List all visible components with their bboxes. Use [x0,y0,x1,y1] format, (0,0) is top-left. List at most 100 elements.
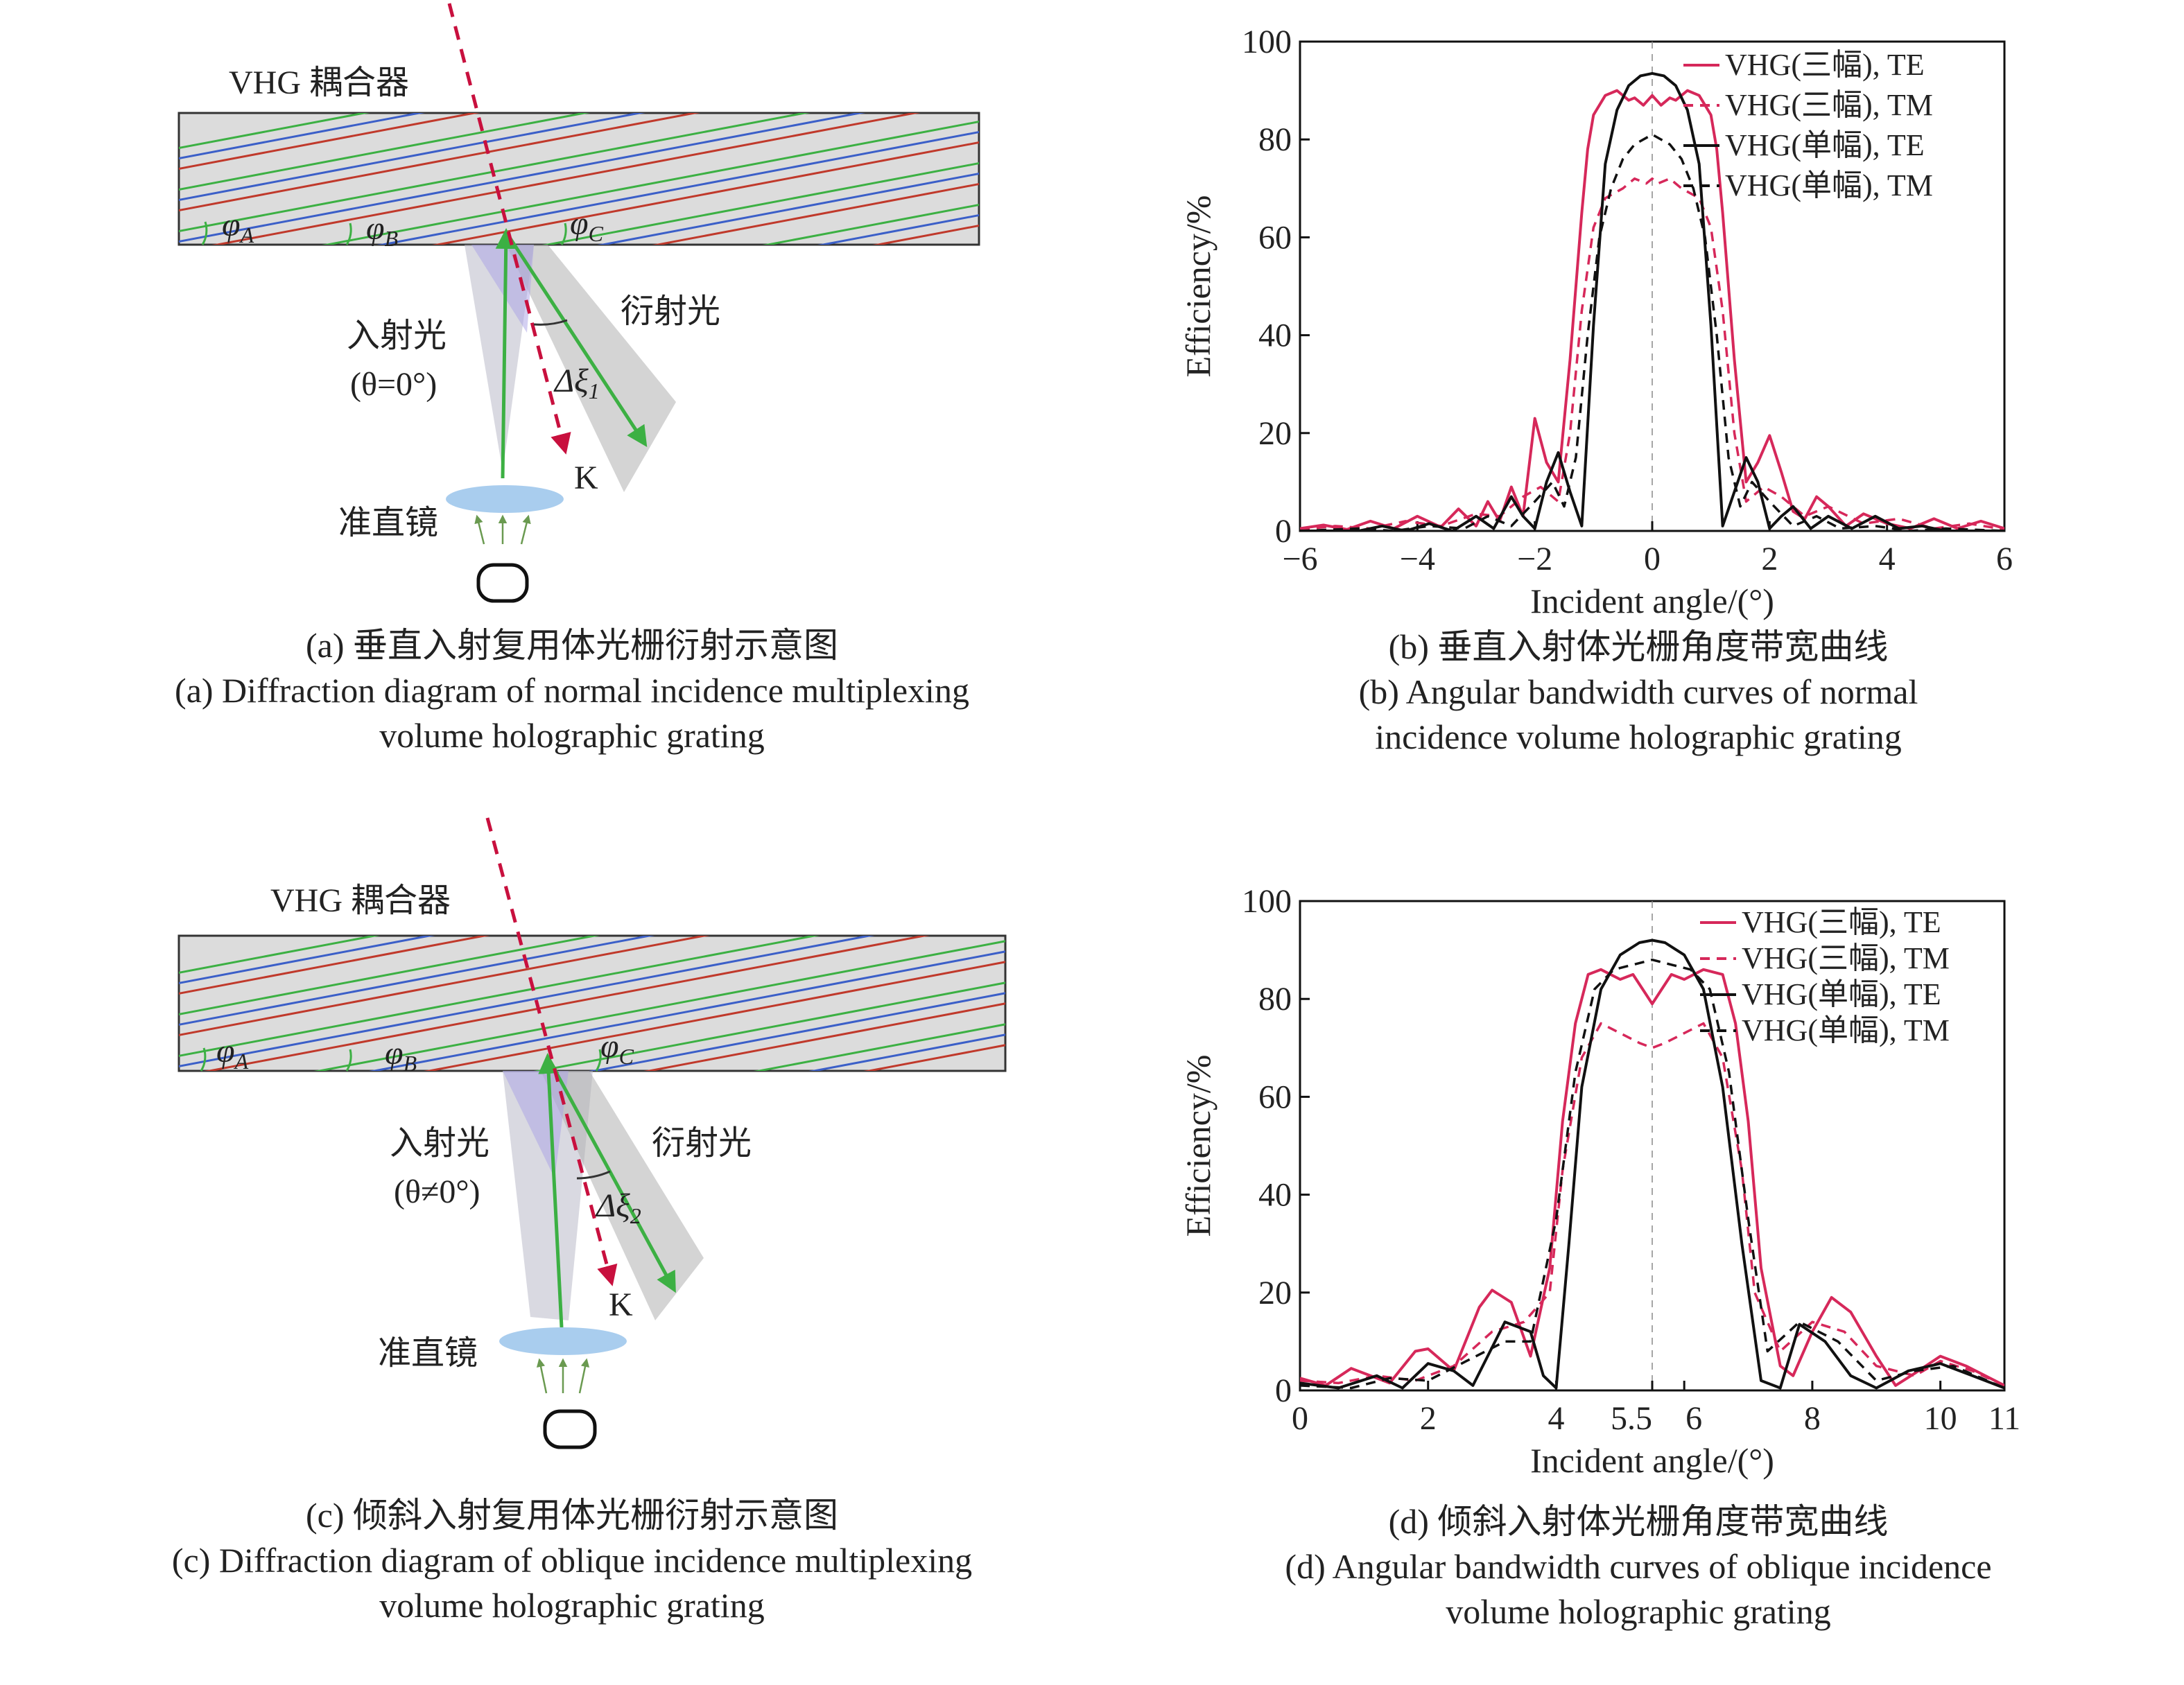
series-group [1300,71,2004,531]
chart-caption: (d) Angular bandwidth curves of oblique … [1285,1547,1991,1586]
x-tick-label: 4 [1879,541,1896,577]
grating-fringes [179,936,1005,1071]
x-tick-label: 8 [1804,1400,1821,1437]
series-line-2 [1300,1022,2004,1387]
legend-entry: VHG(三幅), TE [1742,905,1941,939]
k-label: K [574,460,598,496]
y-tick-label: 100 [1242,883,1292,920]
light-source [543,1409,597,1449]
x-tick-label: 4 [1548,1400,1564,1437]
x-tick-label: −4 [1400,541,1435,577]
y-tick-label: 0 [1275,513,1292,550]
x-axis-label: Incident angle/(°) [1530,582,1774,620]
series-line-3 [1300,71,2004,531]
caption-a-en-1: (a) Diffraction diagram of normal incide… [175,671,969,710]
x-tick-label: 11 [1988,1400,2020,1437]
diffracted-ray [546,1056,676,1293]
legend-entry: VHG(单幅), TE [1742,977,1941,1011]
caption-c-en-2: volume holographic grating [379,1586,764,1625]
x-tick-label: −6 [1282,541,1317,577]
legend-entry: VHG(三幅), TE [1725,48,1925,82]
chart-caption: (d) 倾斜入射体光栅角度带宽曲线 [1389,1502,1889,1541]
chart-caption: volume holographic grating [1446,1592,1830,1631]
series-line-4 [1300,958,2004,1390]
incident-label: 入射光 [347,317,447,354]
light-source [476,563,529,603]
x-tick-label: 0 [1292,1400,1308,1437]
angle-arc [560,222,567,245]
series-group [1300,938,2004,1390]
phi-b-label: φB [385,1035,417,1076]
diffracted-ray [504,231,648,448]
k-vector [485,817,618,1286]
incident-label: 入射光 [390,1125,489,1162]
caption-c-en-1: (c) Diffraction diagram of oblique incid… [172,1541,972,1580]
y-tick-label: 20 [1258,1275,1292,1311]
source-ray [474,514,485,545]
lens [499,1327,627,1355]
x-tick-label: 6 [1996,541,2013,577]
coupler-block [177,934,1007,1072]
source-ray [536,1358,548,1394]
x-axis-label: Incident angle/(°) [1530,1441,1774,1480]
x-tick-label: 10 [1924,1400,1957,1437]
grating-fringes [179,113,979,245]
legend-entry: VHG(单幅), TM [1725,168,1933,202]
diffracted-label: 衍射光 [621,293,720,330]
incident-angle-label: (θ≠0°) [394,1173,480,1210]
series-line-2 [1300,177,2004,531]
incident-angle-label: (θ=0°) [350,366,437,403]
phi-a-label: φA [222,207,254,247]
series-line-3 [1300,938,2004,1390]
y-tick-label: 40 [1258,317,1292,354]
chart-caption: incidence volume holographic grating [1375,717,1901,756]
y-tick-label: 80 [1258,981,1292,1018]
x-tick-label: 2 [1420,1400,1437,1437]
x-tick-label: −2 [1517,541,1552,577]
phi-c-label: φC [570,205,604,246]
angle-arc [595,1049,602,1072]
y-tick-label: 60 [1258,219,1292,256]
x-tick-label: 6 [1685,1400,1702,1437]
y-axis-label: Efficiency/% [1179,1055,1217,1237]
legend-entry: VHG(单幅), TE [1725,128,1925,162]
x-tick-label: 0 [1644,541,1661,577]
chart-b: 0 20 40 60 80 100 −6 −4 −2 0 2 4 6 Incident angle/(°)… [1179,24,2013,756]
caption-a-en-2: volume holographic grating [379,716,764,755]
caption-a-cn: (a) 垂直入射复用体光栅衍射示意图 [306,626,838,665]
phi-c-label: φC [600,1028,634,1069]
diffracted-beam-cone [506,245,676,492]
delta-arc [576,1170,611,1180]
y-tick-label: 40 [1258,1177,1292,1214]
angle-arc [345,222,352,245]
angle-arc [200,1047,207,1072]
k-vector [447,3,571,455]
phi-a-label: φA [216,1033,249,1074]
source-ray [520,514,531,545]
diagram-c: VHG 耦合器 [172,817,1007,1625]
delta-label: Δξ2 [595,1187,641,1228]
k-label: K [609,1286,633,1323]
diffracted-label: 衍射光 [652,1125,752,1162]
delta-label: Δξ1 [553,363,600,403]
angle-arc [201,221,208,245]
phi-b-label: φB [366,210,398,251]
incident-ray [495,228,517,479]
caption-c-cn: (c) 倾斜入射复用体光栅衍射示意图 [306,1496,838,1535]
y-tick-label: 80 [1258,121,1292,158]
x-tick-label: 2 [1761,541,1778,577]
chart-d: 0 20 40 60 80 100 0 2 4 5.5 6 8 10 11 Incident angle/(… [1179,883,2020,1631]
y-tick-label: 20 [1258,415,1292,452]
delta-arc [533,319,568,326]
y-axis-label: Efficiency/% [1179,195,1217,378]
chart-caption: (b) 垂直入射体光栅角度带宽曲线 [1389,627,1889,666]
legend-entry: VHG(三幅), TM [1725,88,1933,122]
lens [446,485,564,513]
legend-entry: VHG(单幅), TM [1742,1013,1950,1047]
angle-arc [345,1049,352,1072]
y-tick-label: 100 [1242,24,1292,60]
y-tick-label: 0 [1275,1372,1292,1409]
lens-label: 准直镜 [378,1335,478,1372]
diagram-a: VHG 耦合器 [175,3,980,755]
